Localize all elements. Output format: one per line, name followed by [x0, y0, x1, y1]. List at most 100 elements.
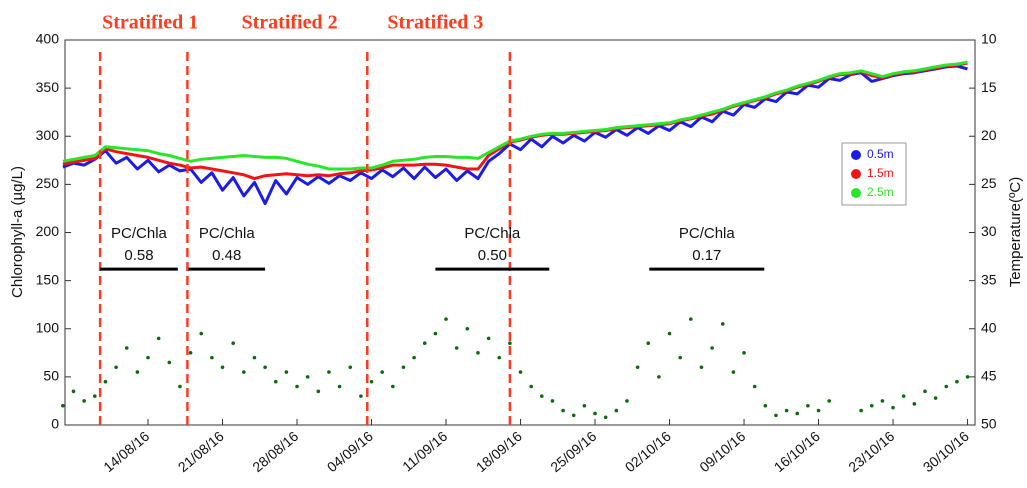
chlorophyll-point	[540, 394, 544, 398]
y2-axis-label: Temperature(ºC)	[1007, 177, 1024, 288]
chlorophyll-point	[752, 384, 757, 389]
chlorophyll-point	[422, 341, 427, 345]
chlorophyll-point	[199, 331, 204, 336]
chlorophyll-point	[369, 379, 374, 384]
chlorophyll-point	[433, 331, 438, 336]
chlorophyll-point	[774, 413, 778, 418]
chlorophyll-point	[827, 399, 831, 403]
chlorophyll-point	[571, 413, 576, 418]
x-tick-label: 28/08/16	[249, 428, 301, 475]
legend-label: 2.5m	[867, 185, 894, 199]
period-label: Stratified 1	[102, 12, 198, 34]
chlorophyll-point	[593, 411, 597, 416]
chlorophyll-point	[710, 346, 714, 350]
chlorophyll-point	[689, 317, 693, 321]
chlorophyll-point	[348, 365, 353, 370]
chlorophyll-point	[944, 384, 949, 389]
chlorophyll-point	[210, 355, 214, 360]
x-tick-label: 18/09/16	[473, 428, 525, 475]
period-label: Stratified 2	[242, 12, 338, 34]
chlorophyll-point	[795, 411, 800, 416]
ratio-value: 0.50	[478, 247, 507, 264]
y-tick-label: 50	[43, 368, 59, 384]
chlorophyll-point	[167, 360, 172, 365]
chlorophyll-point	[763, 403, 768, 408]
legend-marker	[851, 188, 861, 198]
y2-tick-label: 15	[981, 79, 997, 95]
x-tick-label: 21/08/16	[175, 428, 227, 475]
chlorophyll-point	[869, 403, 874, 408]
ratio-value: 0.17	[692, 247, 721, 264]
x-tick-label: 11/09/16	[399, 428, 450, 475]
chlorophyll-point	[284, 370, 289, 374]
y2-tick-label: 45	[981, 368, 997, 384]
chlorophyll-point	[912, 402, 917, 406]
chlorophyll-point	[178, 384, 182, 389]
chlorophyll-point	[614, 408, 619, 413]
chlorophyll-point	[625, 399, 629, 403]
x-tick-label: 30/10/16	[920, 428, 972, 475]
chlorophyll-point	[273, 379, 278, 384]
legend-label: 1.5m	[867, 166, 894, 180]
chlorophyll-point	[337, 384, 342, 389]
chlorophyll-point	[401, 365, 406, 370]
chlorophyll-point	[742, 351, 746, 355]
chlorophyll-point	[731, 370, 736, 374]
chlorophyll-point	[699, 365, 704, 370]
legend-marker	[851, 169, 861, 179]
chlorophyll-point	[412, 355, 416, 360]
temperature-line	[62, 64, 968, 206]
chlorophyll-point	[720, 322, 725, 326]
chlorophyll-point	[518, 370, 523, 374]
chlorophyll-point	[635, 365, 640, 370]
chlorophyll-point	[933, 396, 938, 400]
chlorophyll-point	[550, 399, 555, 403]
y-tick-label: 250	[36, 175, 60, 191]
x-tick-label: 14/08/16	[100, 428, 152, 475]
chlorophyll-point	[146, 355, 150, 360]
chlorophyll-point	[955, 379, 959, 384]
chlorophyll-point	[497, 355, 502, 360]
chlorophyll-point	[114, 365, 118, 370]
chlorophyll-point	[156, 336, 161, 341]
chlorophyll-point	[444, 317, 448, 321]
ratio-title: PC/Chla	[199, 225, 256, 242]
chlorophyll-point	[603, 415, 608, 420]
ratio-title: PC/Chla	[679, 225, 736, 242]
ratio-title: PC/Chla	[464, 225, 521, 242]
y-tick-label: 100	[36, 319, 60, 335]
chlorophyll-point	[359, 394, 363, 398]
y2-tick-label: 30	[981, 223, 997, 239]
chlorophyll-point	[124, 346, 129, 350]
legend-label: 0.5m	[867, 147, 894, 161]
chlorophyll-point	[252, 355, 257, 360]
y2-tick-label: 40	[981, 319, 997, 335]
ratio-value: 0.58	[124, 247, 153, 264]
chlorophyll-point	[561, 408, 565, 413]
chlorophyll-point	[784, 408, 789, 413]
x-tick-label: 09/10/16	[696, 428, 748, 475]
y2-tick-label: 50	[981, 416, 997, 432]
chlorophyll-point	[188, 351, 193, 355]
y-tick-label: 350	[36, 79, 60, 95]
chlorophyll-point	[103, 379, 108, 384]
chlorophyll-point	[263, 365, 267, 370]
y-tick-label: 400	[36, 31, 60, 47]
chlorophyll-point	[71, 389, 76, 394]
y2-tick-label: 10	[981, 31, 997, 47]
chlorophyll-point	[529, 384, 533, 389]
chlorophyll-point	[61, 403, 65, 408]
chlorophyll-point	[923, 389, 927, 394]
chlorophyll-point	[508, 341, 512, 345]
y2-tick-label: 25	[981, 175, 997, 191]
chlorophyll-point	[806, 403, 810, 408]
chlorophyll-point	[965, 375, 970, 379]
chlorophyll-point	[391, 384, 395, 389]
x-tick-label: 02/10/16	[622, 428, 674, 475]
y2-tick-label: 20	[981, 127, 997, 143]
chlorophyll-point	[859, 408, 863, 413]
chlorophyll-point	[901, 394, 906, 398]
chlorophyll-point	[678, 355, 682, 360]
chlorophyll-point	[880, 399, 885, 403]
